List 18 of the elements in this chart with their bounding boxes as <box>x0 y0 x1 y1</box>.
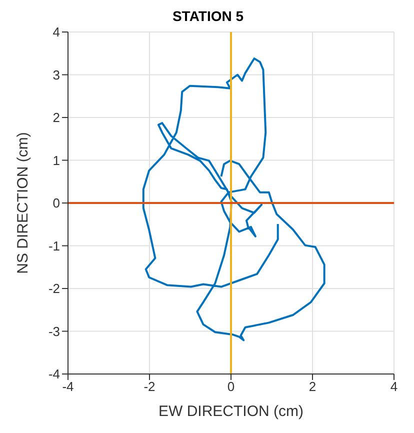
y-tick-label: -1 <box>48 238 60 254</box>
y-axis-title: NS DIRECTION (cm) <box>14 132 32 274</box>
y-tick-label: -4 <box>48 366 60 382</box>
x-axis-title: EW DIRECTION (cm) <box>158 403 304 420</box>
y-tick-label: 4 <box>52 24 60 40</box>
x-tick-label: 4 <box>390 379 398 394</box>
y-tick-label: 2 <box>52 110 60 126</box>
chart-title: STATION 5 <box>171 8 245 26</box>
y-tick-label: 3 <box>52 67 60 82</box>
y-tick-label: -3 <box>48 324 60 339</box>
y-tick-label: -2 <box>48 281 60 296</box>
y-tick-label: 1 <box>52 152 60 168</box>
x-tick-label: -2 <box>144 379 156 394</box>
x-tick-label: 2 <box>308 379 316 394</box>
x-tick-label: 0 <box>227 379 235 394</box>
x-tick-label: -4 <box>62 379 74 394</box>
y-tick-label: 0 <box>52 196 60 211</box>
line-series <box>142 58 326 342</box>
